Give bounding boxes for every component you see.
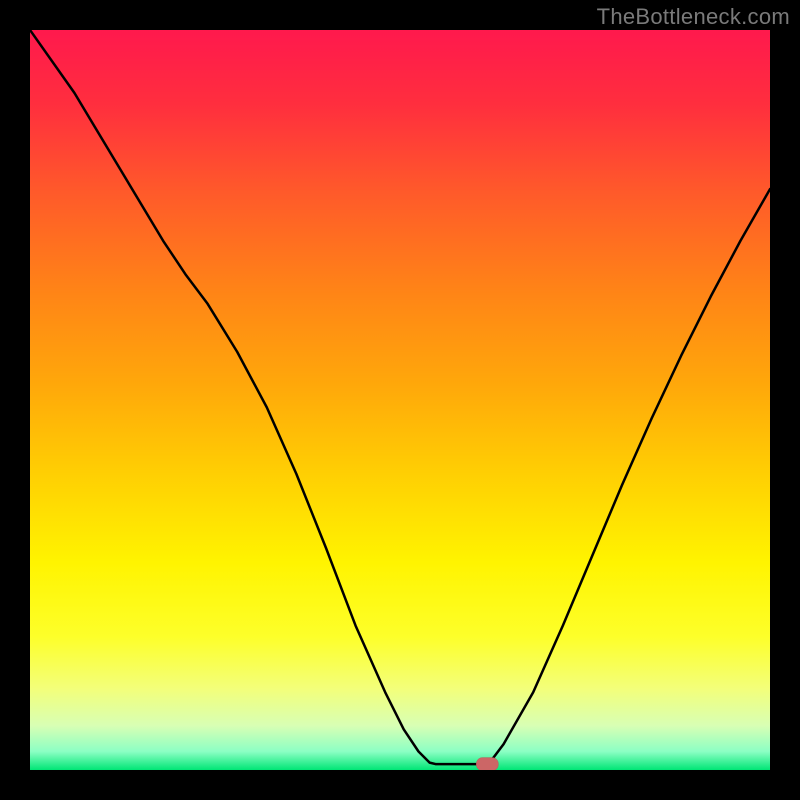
optimal-point-marker xyxy=(476,758,498,770)
bottleneck-chart xyxy=(30,30,770,770)
watermark-text: TheBottleneck.com xyxy=(597,4,790,30)
